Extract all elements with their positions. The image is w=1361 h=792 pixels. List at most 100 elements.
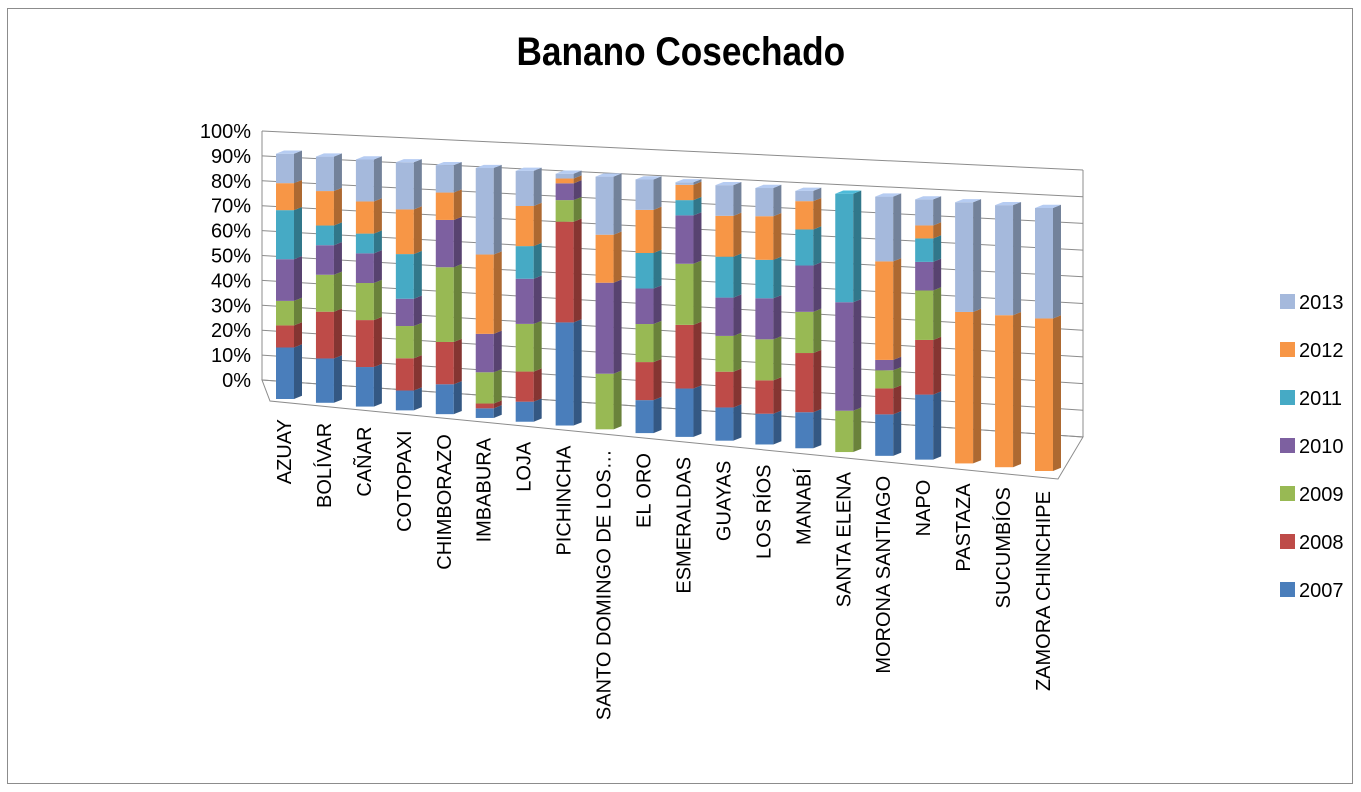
- bar-segment: [355, 279, 382, 321]
- y-tick-label: 30%: [211, 295, 251, 317]
- bar-segment: [315, 222, 342, 246]
- bar-segment: [315, 242, 342, 275]
- bar-segment: [915, 222, 942, 239]
- gridline: [261, 130, 1084, 171]
- bar-segment: [355, 156, 382, 202]
- bar-segment: [435, 381, 462, 415]
- bar-segment: [795, 226, 822, 266]
- bar-segment: [675, 260, 702, 325]
- bar-segment: [515, 275, 542, 324]
- bar-segment: [875, 258, 902, 360]
- bar-segment: [635, 358, 662, 401]
- bar-segment: [515, 320, 542, 372]
- bar-segment: [915, 336, 942, 395]
- legend-label: 2013: [1299, 292, 1344, 314]
- category-label: PASTAZA: [953, 483, 975, 572]
- bar-segment: [635, 320, 662, 363]
- y-tick-label: 10%: [211, 345, 251, 367]
- bar-segment: [955, 199, 982, 312]
- y-tick-label: 100%: [200, 121, 251, 143]
- bar-segment: [675, 321, 702, 389]
- bar-segment: [875, 193, 902, 262]
- bar-segment: [435, 264, 462, 342]
- bar-segment: [435, 338, 462, 385]
- legend-item: 2008: [1280, 532, 1344, 554]
- legend-label: 2010: [1299, 436, 1344, 458]
- category-label: SANTA ELENA: [833, 471, 855, 607]
- bar-segment: [755, 184, 782, 217]
- bar-segment: [915, 287, 942, 340]
- bar-segment: [675, 181, 702, 201]
- bar-segment: [435, 161, 462, 193]
- category-label: LOS RÍOS: [752, 464, 775, 558]
- legend-label: 2011: [1299, 388, 1342, 410]
- legend-swatch: [1280, 582, 1295, 597]
- bar-segment: [795, 187, 822, 202]
- bar-segment: [515, 202, 542, 247]
- bar-segment: [755, 295, 782, 340]
- bar-segment: [875, 356, 902, 371]
- bar-segment: [435, 189, 462, 220]
- bar-segment: [715, 294, 742, 336]
- bar-segment: [875, 367, 902, 389]
- y-tick-label: 40%: [211, 270, 251, 292]
- legend: 2013 2012 2011 2010 2009 2008 2007: [1280, 292, 1344, 602]
- bar-segment: [715, 332, 742, 372]
- category-label: MANABÍ: [792, 468, 815, 545]
- category-label: MORONA SANTIAGO: [873, 476, 895, 674]
- bar-segment: [315, 271, 342, 312]
- bar-segment: [315, 187, 342, 226]
- bar-segment: [515, 398, 542, 422]
- legend-swatch: [1280, 294, 1295, 309]
- bar-segment: [755, 256, 782, 299]
- bar-segment: [595, 370, 622, 430]
- bar-segment: [395, 355, 422, 391]
- bar-segment: [955, 308, 982, 464]
- bar-segment: [595, 173, 622, 235]
- bar-segment: [515, 242, 542, 279]
- y-tick-label: 50%: [211, 246, 251, 268]
- legend-swatch: [1280, 486, 1295, 501]
- bar-segment: [276, 179, 302, 211]
- y-tick-label: 20%: [211, 320, 251, 342]
- bar-segment: [276, 344, 302, 399]
- legend-item: 2010: [1280, 436, 1344, 458]
- bar-segment: [355, 230, 382, 254]
- gridline: [261, 155, 1084, 198]
- bar-segment: [915, 258, 942, 291]
- legend-swatch: [1280, 390, 1295, 405]
- bar-segment: [675, 196, 702, 216]
- bar-segment: [355, 250, 382, 284]
- bar-segment: [755, 336, 782, 381]
- bar-segment: [276, 255, 302, 301]
- bar-segment: [276, 206, 302, 260]
- bar-segment: [795, 409, 822, 449]
- bar-segment: [675, 385, 702, 437]
- bar-segment: [795, 197, 822, 230]
- bar-segment: [555, 175, 582, 184]
- bar-segment: [555, 196, 582, 222]
- bar-segment: [555, 218, 582, 323]
- bar-segment: [755, 213, 782, 260]
- bar-segment: [675, 212, 702, 264]
- y-tick-label: 70%: [211, 196, 251, 218]
- legend-swatch: [1280, 534, 1295, 549]
- bar-segment: [595, 279, 622, 374]
- y-tick-label: 60%: [211, 221, 251, 243]
- bar-segment: [715, 368, 742, 408]
- bar-segment: [875, 385, 902, 415]
- bar-segment: [795, 349, 822, 413]
- category-label: SUCUMBÍOS: [992, 487, 1015, 608]
- y-axis-ticks: 0% 10% 20% 30% 40%50% 60% 70% 80% 90% 100%: [200, 121, 251, 392]
- bar-segment: [755, 377, 782, 414]
- bar-segment: [515, 167, 542, 206]
- bar-segment: [715, 404, 742, 441]
- bar-segment: [315, 153, 342, 192]
- bar-segment: [555, 180, 582, 201]
- legend-swatch: [1280, 342, 1295, 357]
- bar-segment: [715, 253, 742, 298]
- bar-segment: [395, 206, 422, 255]
- legend-label: 2009: [1299, 484, 1344, 506]
- category-label: ZAMORA CHINCHIPE: [1033, 491, 1055, 691]
